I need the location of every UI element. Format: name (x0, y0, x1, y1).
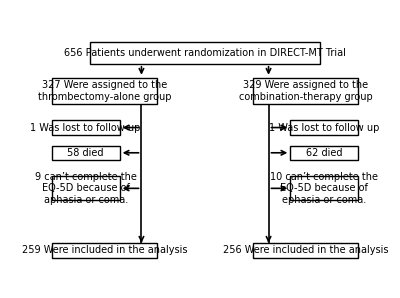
Text: 9 can’t complete the
EQ-5D because of
aphasia or coma.: 9 can’t complete the EQ-5D because of ap… (35, 172, 136, 205)
FancyBboxPatch shape (52, 176, 120, 200)
FancyBboxPatch shape (52, 78, 157, 104)
FancyBboxPatch shape (253, 243, 358, 258)
FancyBboxPatch shape (290, 176, 358, 200)
Text: 259 Were included in the analysis: 259 Were included in the analysis (22, 245, 187, 255)
Text: 58 died: 58 died (67, 148, 104, 158)
FancyBboxPatch shape (52, 146, 120, 160)
FancyBboxPatch shape (52, 120, 120, 135)
Text: 656 Patients underwent randomization in DIRECT-MT Trial: 656 Patients underwent randomization in … (64, 48, 346, 58)
Text: 329 Were assigned to the
combination-therapy group: 329 Were assigned to the combination-the… (239, 80, 373, 102)
Text: 1 Was lost to follow up: 1 Was lost to follow up (30, 122, 141, 133)
Text: 327 Were assigned to the
thrombectomy-alone group: 327 Were assigned to the thrombectomy-al… (38, 80, 171, 102)
FancyBboxPatch shape (52, 243, 157, 258)
FancyBboxPatch shape (253, 78, 358, 104)
Text: 1 Was lost to follow up: 1 Was lost to follow up (269, 122, 380, 133)
Text: 10 can’t complete the
EQ-5D because of
ephasia or coma.: 10 can’t complete the EQ-5D because of e… (270, 172, 378, 205)
FancyBboxPatch shape (290, 146, 358, 160)
FancyBboxPatch shape (90, 42, 320, 64)
Text: 256 Were included in the analysis: 256 Were included in the analysis (223, 245, 388, 255)
Text: 62 died: 62 died (306, 148, 342, 158)
FancyBboxPatch shape (290, 120, 358, 135)
